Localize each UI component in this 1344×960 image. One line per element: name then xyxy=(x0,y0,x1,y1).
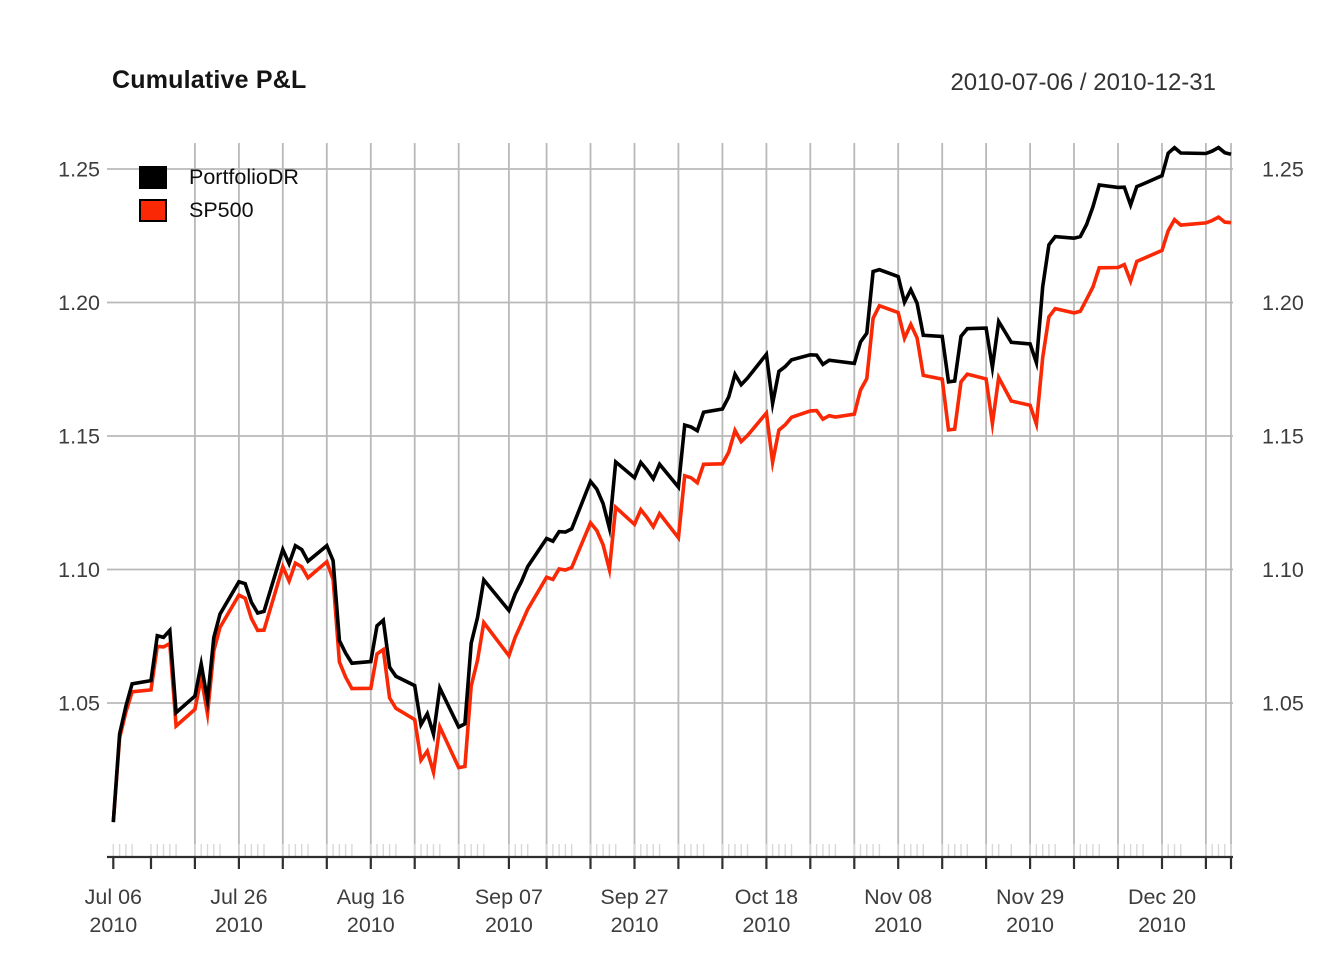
y-tick-label: 1.25 xyxy=(58,158,100,182)
y-tick-label: 1.05 xyxy=(1262,692,1304,716)
chart-legend: PortfolioDR SP500 xyxy=(139,161,299,227)
legend-item-sp500: SP500 xyxy=(139,194,299,227)
y-tick-label: 1.20 xyxy=(1262,291,1304,315)
y-tick-label: 1.15 xyxy=(58,425,100,449)
y-tick-label: 1.15 xyxy=(1262,425,1304,449)
legend-label-sp500: SP500 xyxy=(189,198,254,222)
x-tick-label-year: 2010 xyxy=(611,913,659,937)
x-tick-label: Jul 26 xyxy=(210,885,267,909)
x-axis xyxy=(107,844,1233,869)
x-tick-label: Sep 07 xyxy=(475,885,543,909)
legend-label-portfoliodr: PortfolioDR xyxy=(189,165,299,189)
x-tick-label: Sep 27 xyxy=(600,885,668,909)
y-axis-labels-right: 1.05 1.10 1.15 1.20 1.25 xyxy=(1262,158,1304,716)
x-tick-label: Nov 08 xyxy=(864,885,932,909)
legend-swatch-portfoliodr xyxy=(139,166,167,189)
x-axis-labels: Jul 06 2010 Jul 26 2010 Aug 16 2010 Sep 07 2010… xyxy=(85,885,1196,937)
y-tick-label: 1.20 xyxy=(58,291,100,315)
y-axis-labels-left: 1.05 1.10 1.15 1.20 1.25 xyxy=(58,158,100,716)
x-tick-label: Jul 06 xyxy=(85,885,142,909)
gridlines xyxy=(107,143,1233,857)
series-lines xyxy=(111,145,1232,823)
chart-title: Cumulative P&L xyxy=(112,66,307,94)
x-tick-label-year: 2010 xyxy=(347,913,395,937)
y-tick-label: 1.05 xyxy=(58,692,100,716)
x-tick-label-year: 2010 xyxy=(1138,913,1186,937)
x-tick-label-year: 2010 xyxy=(215,913,263,937)
x-tick-label: Nov 29 xyxy=(996,885,1064,909)
x-tick-label-year: 2010 xyxy=(485,913,533,937)
y-tick-label: 1.10 xyxy=(1262,558,1304,582)
x-tick-label: Dec 20 xyxy=(1128,885,1196,909)
x-tick-label: Aug 16 xyxy=(337,885,405,909)
x-tick-label-year: 2010 xyxy=(1006,913,1054,937)
series-line-sp500 xyxy=(111,214,1232,823)
y-tick-label: 1.25 xyxy=(1262,158,1304,182)
x-tick-label-year: 2010 xyxy=(874,913,922,937)
x-tick-label: Oct 18 xyxy=(735,885,798,909)
y-tick-label: 1.10 xyxy=(58,558,100,582)
legend-item-portfoliodr: PortfolioDR xyxy=(139,161,299,194)
x-tick-label-year: 2010 xyxy=(89,913,137,937)
series-line-portfoliodr xyxy=(111,145,1232,823)
x-tick-label-year: 2010 xyxy=(742,913,790,937)
legend-swatch-sp500 xyxy=(139,199,167,222)
date-range-label: 2010-07-06 / 2010-12-31 xyxy=(950,69,1216,96)
